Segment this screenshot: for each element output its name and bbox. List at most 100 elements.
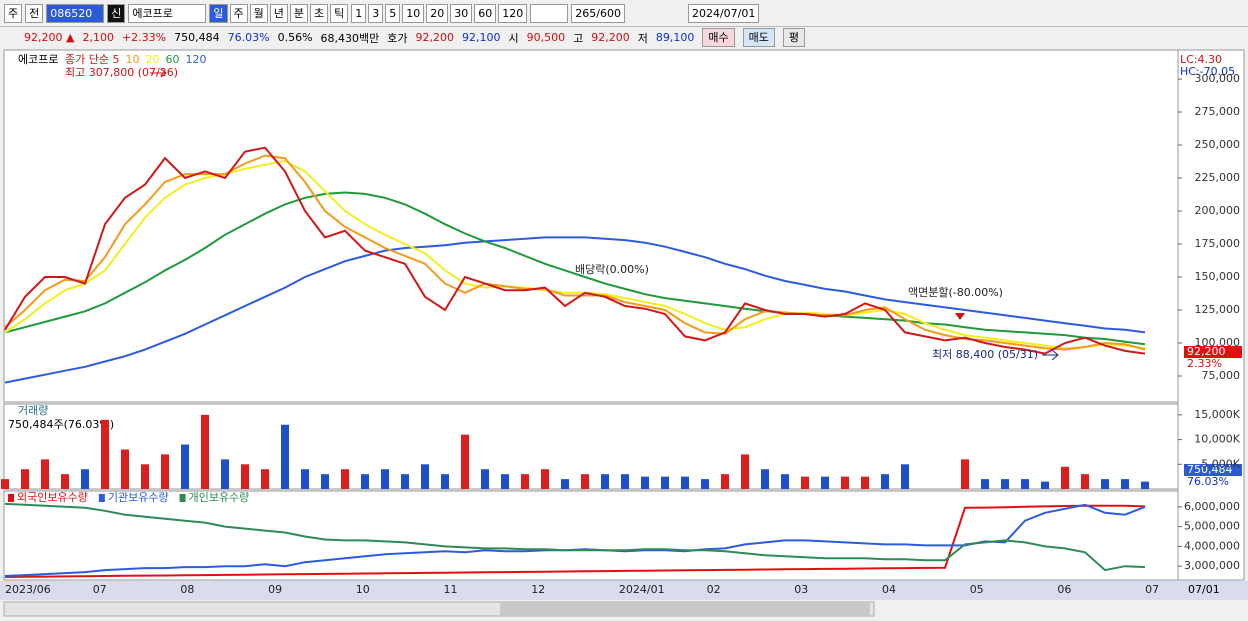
volume-bar xyxy=(161,454,169,489)
open-label: 시 xyxy=(508,31,519,45)
price-box xyxy=(1184,346,1242,358)
volume-bar xyxy=(341,469,349,489)
volume-bar xyxy=(881,474,889,489)
volume-bar xyxy=(241,464,249,489)
stock-name: 에코프로 xyxy=(128,3,207,23)
toolbar-button[interactable]: 주 xyxy=(229,3,248,23)
toolbar-button[interactable]: 60 xyxy=(474,3,497,23)
volume-panel xyxy=(3,403,1179,490)
legend-swatch xyxy=(98,494,105,502)
arrow xyxy=(150,68,167,78)
amount: 68,430백만 xyxy=(320,31,380,45)
vol-ratio: 76.03% xyxy=(227,31,270,44)
x-tick-label: 08 xyxy=(180,583,194,596)
volume-bar xyxy=(681,476,689,489)
annotation: 배당락(0.00%) xyxy=(575,263,649,276)
volume-subtitle: 750,484주(76.03%) xyxy=(8,418,114,431)
toolbar-button[interactable]: 3 xyxy=(368,3,384,23)
y-tick-label: 6,000,000 xyxy=(1184,500,1240,513)
volume-bar xyxy=(1061,466,1069,489)
right-axis xyxy=(1177,49,1245,581)
x-axis-strip xyxy=(0,581,1248,600)
open: 90,500 xyxy=(526,31,566,44)
avg-button[interactable]: 평 xyxy=(782,28,806,47)
lc-label: LC:4.30 xyxy=(1180,53,1222,66)
y-tick-label: 5,000,000 xyxy=(1184,520,1240,533)
low: 89,100 xyxy=(655,31,695,44)
rate-label: 2.33% xyxy=(1187,357,1222,370)
date[interactable]: 2024/07/01 xyxy=(687,3,760,23)
code-input[interactable]: 086520 xyxy=(46,3,105,23)
toolbar-button[interactable]: 년 xyxy=(269,3,288,23)
y-tick-label: 4,000,000 xyxy=(1184,539,1240,552)
volume-bar xyxy=(901,464,909,489)
toolbar-button[interactable]: 일 xyxy=(209,3,228,23)
sell-button[interactable]: 매도 xyxy=(742,28,775,47)
toolbar-button[interactable]: 초 xyxy=(310,3,329,23)
x-tick-label: 07 xyxy=(93,583,107,596)
volume-bar xyxy=(381,469,389,489)
toolbar-button[interactable]: 20 xyxy=(426,3,449,23)
y-tick-label: 300,000 xyxy=(1195,72,1241,85)
x-tick-label: 09 xyxy=(268,583,282,596)
legend-entry: 기관보유수량 xyxy=(108,491,169,504)
volume-bar xyxy=(1081,474,1089,489)
x-tick-label: 07 xyxy=(1145,583,1159,596)
series-line xyxy=(4,504,1146,578)
count[interactable]: 265/600 xyxy=(571,3,625,23)
scroll-thumb[interactable] xyxy=(500,603,870,615)
legend-entry: 10 xyxy=(125,53,139,66)
volume-bar xyxy=(1101,479,1109,489)
toolbar-button[interactable]: 분 xyxy=(289,3,308,23)
turnover: 0.56% xyxy=(277,31,313,44)
volume-box xyxy=(1184,464,1242,476)
volume: 750,484 xyxy=(174,31,220,44)
series-line xyxy=(4,159,1146,350)
volume-bar xyxy=(841,476,849,489)
volume-bar xyxy=(121,449,129,489)
series-line xyxy=(4,236,1146,384)
y-tick-label: 275,000 xyxy=(1195,105,1241,118)
credit[interactable]: 신 xyxy=(107,3,126,23)
market[interactable]: 주 xyxy=(4,3,23,23)
volume-bar xyxy=(41,459,49,489)
y-tick-label: 75,000 xyxy=(1202,369,1241,382)
y-tick-label: 200,000 xyxy=(1195,204,1241,217)
volume-bar xyxy=(701,479,709,489)
volume-bar xyxy=(361,474,369,489)
legend-entry: 20 xyxy=(145,53,159,66)
volume-bar xyxy=(441,474,449,489)
ask-label: 호가 xyxy=(387,31,408,45)
volume-bar xyxy=(801,476,809,489)
stock-label: 에코프로 xyxy=(18,53,58,66)
volume-bar xyxy=(101,419,109,489)
volume-bar xyxy=(1121,479,1129,489)
y-tick-label: 250,000 xyxy=(1195,138,1241,151)
volume-bar xyxy=(141,464,149,489)
toolbar-button[interactable]: 1 xyxy=(351,3,367,23)
toolbar-button[interactable]: 월 xyxy=(249,3,268,23)
buy-button[interactable]: 매수 xyxy=(702,28,735,47)
dropdown[interactable] xyxy=(530,3,569,23)
volume-bar xyxy=(661,476,669,489)
legend-entry: 외국인보유수량 xyxy=(17,491,88,504)
toolbar-button[interactable]: 5 xyxy=(385,3,401,23)
legend-swatch xyxy=(179,494,186,502)
volume-bar xyxy=(601,474,609,489)
volume-bar xyxy=(1,479,9,489)
series-line xyxy=(4,191,1146,346)
toolbar-button[interactable]: 10 xyxy=(402,3,425,23)
high-label: 고 xyxy=(573,31,584,45)
volume-bar xyxy=(521,474,529,489)
prev[interactable]: 전 xyxy=(25,3,44,23)
x-tick-label: 12 xyxy=(531,583,545,596)
change: 2,100 xyxy=(82,31,114,44)
toolbar-button[interactable]: 120 xyxy=(498,3,528,23)
y-tick-label: 225,000 xyxy=(1195,171,1241,184)
volume-bar xyxy=(641,476,649,489)
toolbar-button[interactable]: 30 xyxy=(450,3,473,23)
annotation: 액면분할(-80.00%) xyxy=(908,286,1003,299)
toolbar-button[interactable]: 틱 xyxy=(330,3,349,23)
